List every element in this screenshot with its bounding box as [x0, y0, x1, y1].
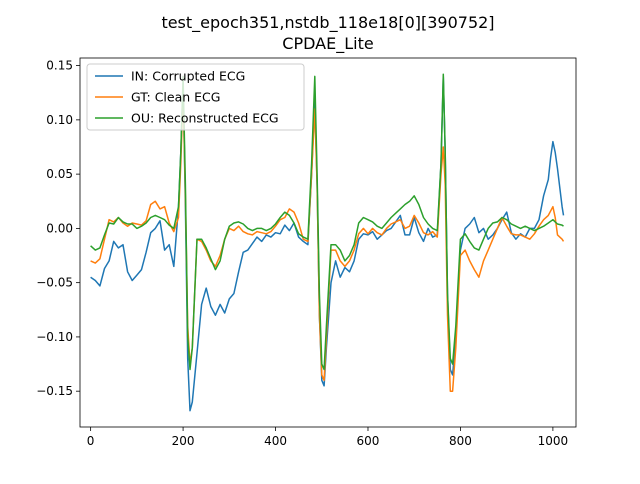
- chart-title: test_epoch351,nstdb_118e18[0][390752]: [161, 13, 494, 33]
- x-tick-label: 600: [357, 434, 380, 448]
- y-tick-label: −0.05: [36, 276, 73, 290]
- x-tick-label: 800: [449, 434, 472, 448]
- y-tick-label: 0.05: [46, 167, 73, 181]
- y-tick-label: −0.15: [36, 384, 73, 398]
- x-tick-label: 1000: [538, 434, 569, 448]
- chart-subtitle: CPDAE_Lite: [282, 34, 373, 54]
- series-line-3: [90, 73, 564, 371]
- legend-label-2: GT: Clean ECG: [131, 90, 220, 105]
- legend-label-1: IN: Corrupted ECG: [131, 69, 245, 84]
- legend-label-3: OU: Reconstructed ECG: [131, 111, 279, 126]
- x-tick-label: 200: [172, 434, 195, 448]
- y-tick-label: 0.00: [46, 221, 73, 235]
- x-tick-label: 400: [264, 434, 287, 448]
- plot-area: 0 200 400 600 800 1000 −0.15 −0.10 −0.05 0.00 0.05…: [36, 57, 577, 448]
- y-tick-label: −0.10: [36, 330, 73, 344]
- y-tick-label: 0.10: [46, 113, 73, 127]
- legend-box: [86, 63, 305, 131]
- axes-frame: [79, 57, 577, 428]
- x-tick-label: 0: [87, 434, 95, 448]
- y-tick-label: 0.15: [46, 59, 73, 73]
